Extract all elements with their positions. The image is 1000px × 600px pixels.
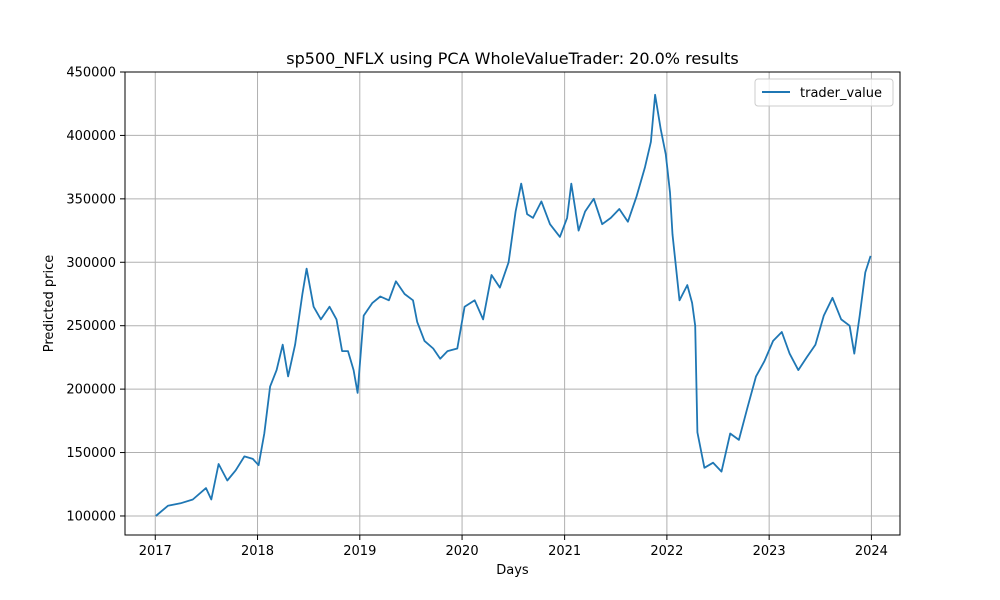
x-axis-label: Days bbox=[496, 563, 529, 578]
series-line-trader_value bbox=[155, 93, 872, 517]
y-tick-label: 250000 bbox=[66, 319, 116, 334]
y-axis-ticks: 100000 150000 200000 250000 300000 350000 4000… bbox=[66, 66, 125, 524]
x-tick-label: 2021 bbox=[548, 544, 581, 559]
y-tick-label: 200000 bbox=[66, 383, 116, 398]
x-tick-label: 2017 bbox=[139, 544, 172, 559]
y-tick-label: 350000 bbox=[66, 192, 116, 207]
x-tick-label: 2023 bbox=[753, 544, 786, 559]
grid bbox=[125, 71, 900, 535]
x-tick-label: 2018 bbox=[241, 544, 274, 559]
series-layer bbox=[155, 93, 872, 517]
y-tick-label: 100000 bbox=[66, 509, 116, 524]
x-tick-label: 2020 bbox=[446, 544, 479, 559]
chart-title: sp500_NFLX using PCA WholeValueTrader: 2… bbox=[286, 49, 738, 69]
y-tick-label: 450000 bbox=[66, 66, 116, 81]
y-axis-label: Predicted price bbox=[42, 255, 57, 353]
legend: trader_value bbox=[754, 78, 894, 107]
legend-label: trader_value bbox=[800, 86, 882, 101]
y-tick-label: 150000 bbox=[66, 446, 116, 461]
y-tick-label: 400000 bbox=[66, 129, 116, 144]
y-tick-label: 300000 bbox=[66, 256, 116, 271]
plot-frame bbox=[124, 71, 901, 536]
legend-box bbox=[754, 78, 894, 107]
x-tick-label: 2019 bbox=[343, 544, 376, 559]
x-tick-label: 2022 bbox=[650, 544, 683, 559]
x-axis-ticks: 2017 2018 2019 2020 2021 2022 2023 2024 bbox=[139, 535, 888, 559]
x-tick-label: 2024 bbox=[855, 544, 888, 559]
